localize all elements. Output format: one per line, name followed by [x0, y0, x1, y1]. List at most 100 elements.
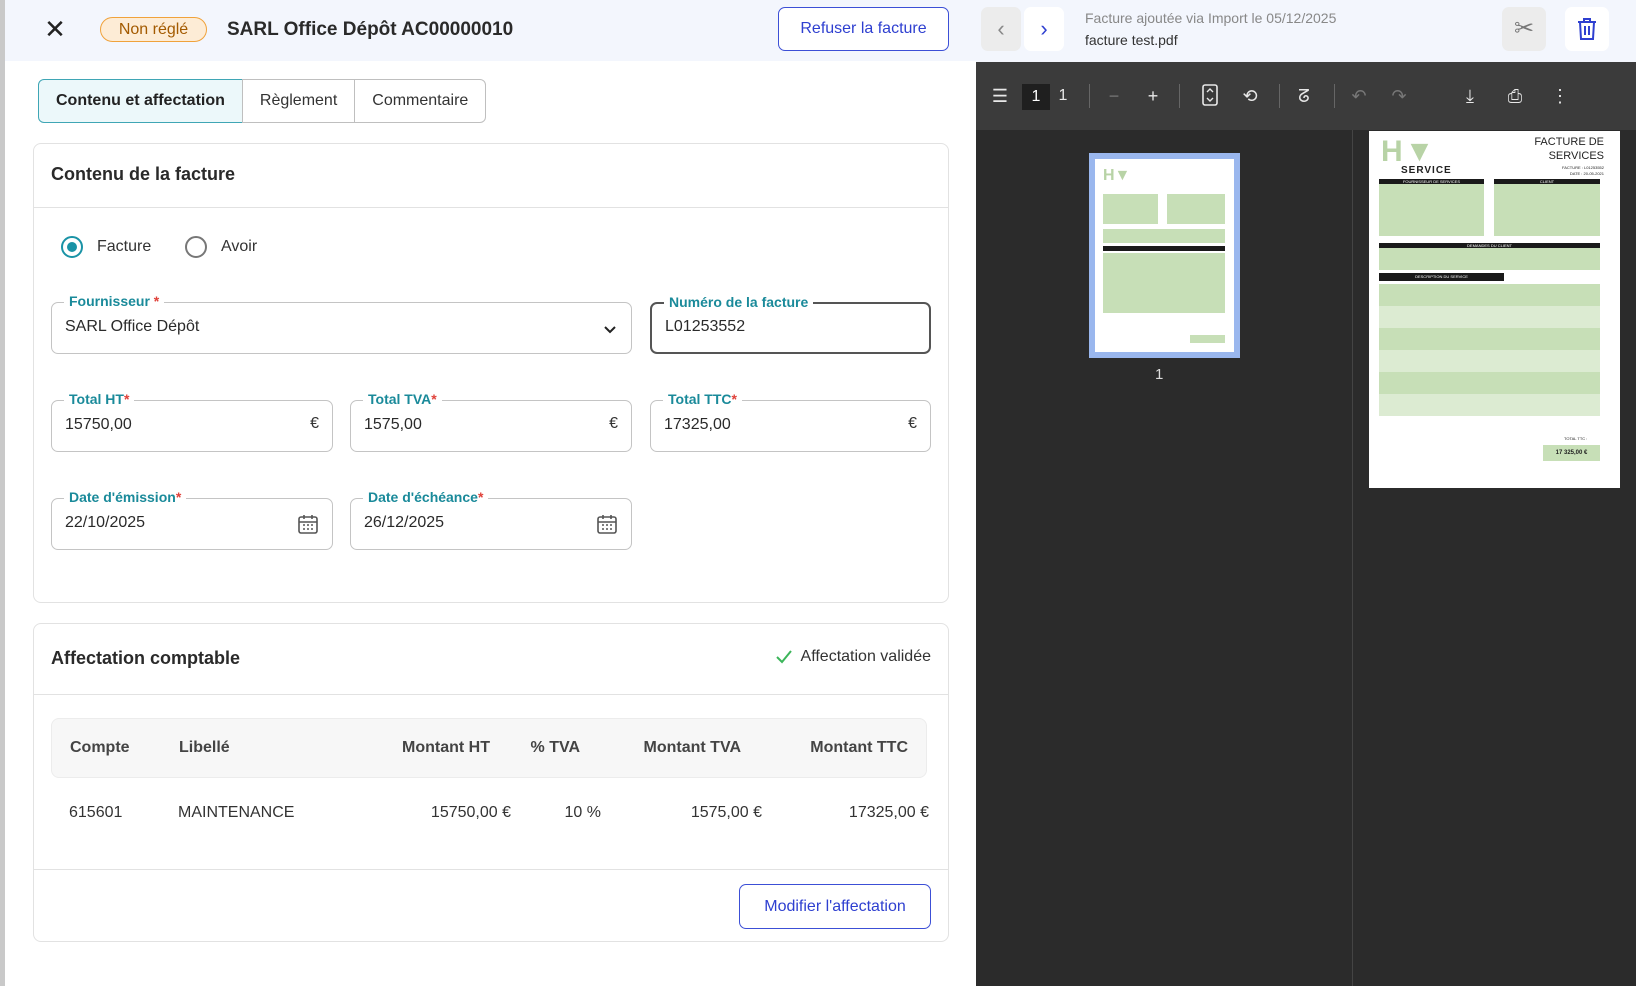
- required-mark: *: [431, 391, 437, 407]
- page-number-input[interactable]: 1: [1022, 84, 1050, 110]
- field-value: 17325,00: [664, 416, 731, 433]
- total-tva-input[interactable]: Total TVA* 1575,00 €: [350, 390, 632, 452]
- col-montant-ht: Montant HT: [402, 739, 490, 756]
- required-mark: *: [175, 489, 182, 505]
- background-sidebar: [0, 0, 5, 986]
- thumbnail-label: 1: [1155, 366, 1164, 383]
- col-montant-tva: Montant TVA: [643, 739, 741, 756]
- status-badge: Non réglé: [100, 17, 207, 42]
- divider: [1179, 84, 1180, 108]
- table-header: Compte Libellé Montant HT % TVA Montant …: [51, 718, 927, 778]
- tab-contenu[interactable]: Contenu et affectation: [38, 79, 243, 123]
- field-value: 1575,00: [364, 416, 422, 433]
- col-tva: % TVA: [530, 739, 580, 756]
- field-label: Fournisseur: [69, 293, 150, 309]
- pdf-invoice-no: FACTURE : L01253552: [1561, 165, 1604, 170]
- cell-compte: 615601: [69, 804, 123, 821]
- field-value: SARL Office Dépôt: [65, 318, 200, 335]
- logo: H▼: [1381, 135, 1437, 168]
- divider: [34, 207, 948, 208]
- tabs: Contenu et affectation Règlement Comment…: [38, 79, 487, 123]
- cell-montant-ttc: 17325,00 €: [848, 804, 929, 821]
- affectation-status: Affectation validée: [775, 648, 931, 666]
- field-label: Total HT: [69, 391, 124, 407]
- required-mark: *: [123, 391, 130, 407]
- cell-libelle: MAINTENANCE: [178, 804, 295, 821]
- menu-icon[interactable]: ☰: [991, 86, 1009, 106]
- close-icon[interactable]: ✕: [44, 14, 66, 44]
- required-mark: *: [153, 293, 160, 309]
- thumbnail-page: H▼: [1095, 159, 1234, 352]
- cell-montant-tva: 1575,00 €: [690, 804, 762, 821]
- page-thumbnail[interactable]: H▼: [1089, 153, 1240, 358]
- pdf-table-head: DESCRIPTION DU SERVICE: [1379, 273, 1504, 281]
- field-value: 22/10/2025: [65, 514, 146, 531]
- fit-page-icon[interactable]: [1198, 84, 1222, 112]
- divider: [1279, 84, 1280, 108]
- calendar-icon[interactable]: [297, 513, 319, 535]
- pdf-client-head: CLIENT: [1494, 179, 1600, 184]
- card-title: Affectation comptable: [51, 648, 241, 668]
- tab-reglement[interactable]: Règlement: [241, 79, 356, 123]
- field-label: Total TVA: [368, 391, 432, 407]
- status-text: Affectation validée: [800, 648, 931, 665]
- draw-icon[interactable]: ᘔ: [1298, 86, 1310, 106]
- radio-facture[interactable]: Facture: [61, 236, 151, 258]
- fournisseur-select[interactable]: Fournisseur * SARL Office Dépôt: [51, 292, 632, 354]
- pdf-provider-head: FOURNISSEUR DE SERVICES: [1379, 179, 1484, 184]
- scissors-icon[interactable]: ✂: [1502, 7, 1546, 51]
- modify-affectation-button[interactable]: Modifier l'affectation: [739, 884, 931, 929]
- radio-avoir[interactable]: Avoir: [185, 236, 257, 258]
- numero-facture-input[interactable]: Numéro de la facture L01253552: [650, 293, 931, 354]
- page-title: SARL Office Dépôt AC00000010: [227, 19, 514, 40]
- radio-label: Avoir: [221, 238, 258, 255]
- calendar-icon[interactable]: [596, 513, 618, 535]
- col-libelle: Libellé: [179, 739, 230, 756]
- euro-suffix: €: [908, 415, 917, 432]
- col-compte: Compte: [70, 739, 130, 756]
- cell-montant-ht: 15750,00 €: [430, 804, 511, 821]
- zoom-out-icon[interactable]: −: [1108, 86, 1120, 106]
- invoice-content-card: Contenu de la facture Facture Avoir Four…: [33, 143, 949, 603]
- pdf-date: DATE : 20-05-2021: [1569, 171, 1604, 176]
- undo-icon[interactable]: ↶: [1351, 86, 1367, 106]
- chevron-left-icon[interactable]: ‹: [981, 7, 1021, 51]
- logo-text: SERVICE: [1401, 165, 1452, 176]
- card-title: Contenu de la facture: [51, 164, 236, 184]
- pdf-heading: FACTURE DE SERVICES: [1534, 136, 1604, 162]
- total-ht-input[interactable]: Total HT* 15750,00 €: [51, 390, 333, 452]
- field-value: 26/12/2025: [364, 514, 445, 531]
- page-total: 1: [1058, 87, 1068, 104]
- pdf-total: 17 325,00 €: [1543, 445, 1600, 461]
- divider: [1089, 84, 1090, 108]
- divider: [34, 694, 948, 695]
- tab-commentaire[interactable]: Commentaire: [354, 79, 487, 123]
- print-icon[interactable]: ⎙: [1507, 86, 1523, 106]
- chevron-right-icon[interactable]: ›: [1024, 7, 1064, 51]
- radio-label: Facture: [97, 238, 152, 255]
- download-icon[interactable]: ⤓: [1466, 86, 1474, 106]
- date-echeance-input[interactable]: Date d'échéance* 26/12/2025: [350, 488, 632, 550]
- field-value: L01253552: [665, 318, 746, 335]
- field-label: Date d'échéance: [368, 489, 478, 505]
- cell-tva: 10 %: [564, 804, 601, 821]
- viewer-divider: [1352, 130, 1353, 986]
- rotate-icon[interactable]: ⟲: [1242, 86, 1258, 106]
- more-icon[interactable]: ⋮: [1551, 86, 1569, 106]
- redo-icon[interactable]: ↷: [1391, 86, 1407, 106]
- pdf-page: H▼ SERVICE FACTURE DE SERVICES FACTURE :…: [1369, 131, 1620, 488]
- affectation-card: Affectation comptable Affectation validé…: [33, 623, 949, 942]
- date-emission-input[interactable]: Date d'émission* 22/10/2025: [51, 488, 333, 550]
- zoom-in-icon[interactable]: +: [1147, 86, 1159, 106]
- radio-selected-icon: [61, 236, 83, 258]
- refuse-invoice-button[interactable]: Refuser la facture: [778, 7, 949, 51]
- chevron-down-icon: [604, 326, 616, 334]
- document-filename: facture test.pdf: [1085, 32, 1178, 48]
- trash-icon[interactable]: [1565, 7, 1609, 51]
- required-mark: *: [477, 489, 484, 505]
- radio-unselected-icon: [185, 236, 207, 258]
- divider: [34, 869, 948, 870]
- required-mark: *: [731, 391, 737, 407]
- total-ttc-input[interactable]: Total TTC* 17325,00 €: [650, 390, 931, 452]
- field-label: Total TTC: [668, 391, 732, 407]
